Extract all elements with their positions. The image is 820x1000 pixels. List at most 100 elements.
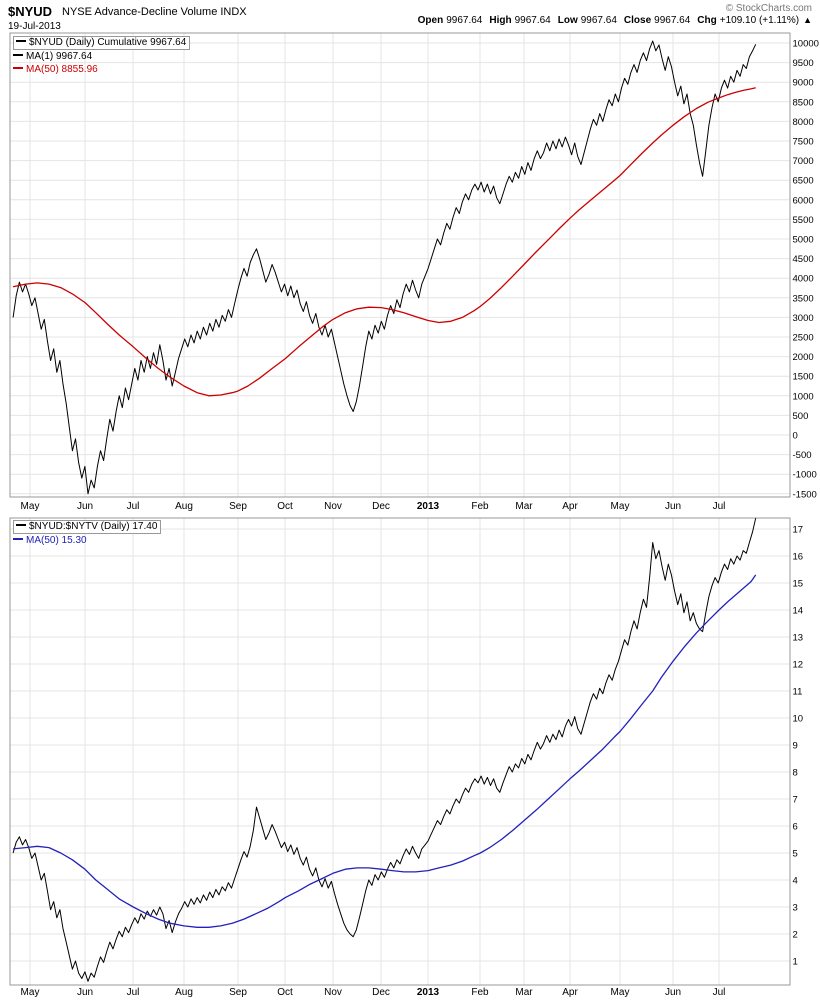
y-tick-label: 1000 [793, 391, 814, 402]
page-title: NYSE Advance-Decline Volume INDX [62, 6, 247, 18]
x-tick-label: Oct [277, 501, 293, 512]
y-tick-label: 4000 [793, 274, 814, 285]
open-label: Open [417, 15, 444, 26]
legend-label: MA(50) 15.30 [26, 535, 87, 546]
x-tick-label: Sep [229, 987, 247, 998]
chart-date: 19-Jul-2013 [8, 21, 61, 32]
y-tick-label: 9 [793, 741, 798, 752]
x-tick-label: Apr [562, 987, 578, 998]
x-tick-label: Jul [127, 501, 140, 512]
y-tick-label: 10000 [793, 39, 819, 50]
x-tick-label: Mar [515, 987, 533, 998]
x-tick-label: Jul [713, 501, 726, 512]
legend-item: MA(1) 9967.64 [13, 51, 190, 63]
nyud-nytv-ratio-line [12, 518, 757, 982]
x-tick-label: May [21, 501, 40, 512]
close-label: Close [623, 15, 652, 26]
plot-border [9, 32, 791, 498]
y-tick-label: 9000 [793, 78, 814, 89]
y-tick-label: 0 [793, 431, 798, 442]
y-tick-label: 5 [793, 849, 798, 860]
y-tick-label: 15 [793, 579, 804, 590]
x-tick-label: Sep [229, 501, 247, 512]
low-label: Low [557, 15, 578, 26]
legend-item: $NYUD (Daily) Cumulative 9967.64 [13, 36, 191, 50]
y-tick-label: 8500 [793, 97, 814, 108]
x-tick-label: Dec [372, 501, 390, 512]
y-tick-label: 8 [793, 768, 798, 779]
high-value: 9967.64 [514, 15, 551, 26]
x-tick-label: Jul [713, 987, 726, 998]
y-tick-label: 7000 [793, 156, 814, 167]
copyright: © StockCharts.com [725, 3, 812, 14]
y-tick-label: 17 [793, 525, 804, 536]
y-tick-label: 3 [793, 903, 798, 914]
chg-label: Chg [697, 15, 717, 26]
y-tick-label: 5500 [793, 215, 814, 226]
y-tick-label: 2000 [793, 352, 814, 363]
open-value: 9967.64 [446, 15, 483, 26]
legend-label: $NYUD:$NYTV (Daily) 17.40 [29, 521, 158, 532]
ma50-red-line [12, 87, 756, 397]
legend-label: MA(1) 9967.64 [26, 51, 93, 62]
y-tick-label: -500 [793, 450, 812, 461]
x-tick-label: Jun [665, 501, 681, 512]
legend-label: MA(50) 8855.96 [26, 64, 98, 75]
series-color-swatch [13, 538, 23, 540]
y-tick-label: 4500 [793, 254, 814, 265]
x-tick-label: May [611, 501, 630, 512]
nyud-cumulative-line [12, 40, 757, 495]
x-tick-label: Mar [515, 501, 533, 512]
y-tick-label: 1500 [793, 372, 814, 383]
x-tick-label: Jun [665, 987, 681, 998]
y-tick-label: 4 [793, 876, 798, 887]
series-color-swatch [16, 40, 26, 42]
chg-value: +109.10 (+1.11%) [719, 15, 800, 26]
y-tick-label: 500 [793, 411, 809, 422]
y-tick-label: 10 [793, 714, 804, 725]
x-tick-label: Aug [175, 987, 193, 998]
ratio-chart: 17 16 15 14 13 12 11 10 9 8 7 6 5 4 3 2 1 May Jun Jul Aug Sep… [9, 517, 804, 998]
y-tick-label: 14 [793, 606, 804, 617]
y-tick-label: 6000 [793, 195, 814, 206]
y-tick-label: 12 [793, 660, 804, 671]
legend-item: $NYUD:$NYTV (Daily) 17.40 [13, 520, 162, 534]
plot-border [9, 517, 791, 986]
y-tick-label: -1500 [793, 489, 817, 500]
x-tick-label: Jul [127, 987, 140, 998]
x-tick-label: Nov [324, 987, 342, 998]
symbol: $NYUD [8, 4, 53, 19]
up-arrow-icon: ▲ [803, 15, 812, 25]
x-tick-label: Oct [277, 987, 293, 998]
legend-label: $NYUD (Daily) Cumulative 9967.64 [29, 37, 187, 48]
x-tick-label: Feb [471, 501, 489, 512]
x-tick-label: Jun [77, 501, 93, 512]
y-tick-label: 6 [793, 822, 798, 833]
y-tick-label: 7 [793, 795, 798, 806]
y-tick-label: 3000 [793, 313, 814, 324]
ohlc-quote: Open 9967.64 High 9967.64 Low 9967.64 Close 996… [418, 15, 812, 26]
y-tick-label: 6500 [793, 176, 814, 187]
y-tick-label: -1000 [793, 470, 817, 481]
y-tick-label: 2500 [793, 333, 814, 344]
x-tick-label: 2013 [417, 987, 440, 998]
x-tick-label: Apr [562, 501, 578, 512]
cumulative-volume-chart: 1000095009000850080007500700065006000550… [9, 32, 819, 512]
legend-item: MA(50) 15.30 [13, 535, 161, 547]
high-label: High [489, 15, 512, 26]
ma50-blue-line [13, 574, 757, 928]
y-tick-label: 1 [793, 957, 798, 968]
close-value: 9967.64 [654, 15, 691, 26]
x-tick-label: May [611, 987, 630, 998]
x-tick-label: Aug [175, 501, 193, 512]
y-tick-label: 2 [793, 930, 798, 941]
x-tick-label: Nov [324, 501, 342, 512]
ratio-chart-legend: $NYUD:$NYTV (Daily) 17.40 MA(50) 15.30 [13, 520, 162, 548]
x-tick-label: 2013 [417, 501, 440, 512]
cumulative-chart-legend: $NYUD (Daily) Cumulative 9967.64 MA(1) 9… [13, 36, 191, 77]
series-color-swatch [13, 67, 23, 69]
x-tick-label: Jun [77, 987, 93, 998]
series-color-swatch [13, 54, 23, 56]
legend-item: MA(50) 8855.96 [13, 64, 190, 76]
